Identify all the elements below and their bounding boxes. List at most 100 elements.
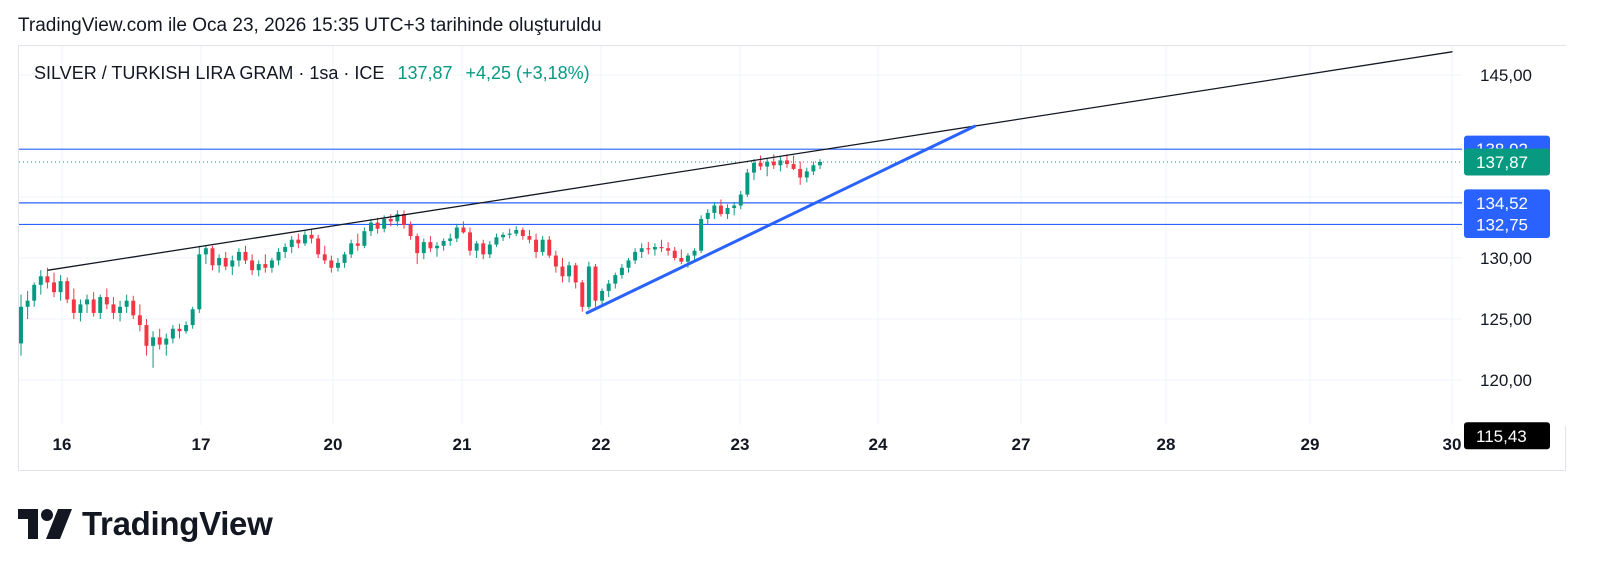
candle-body [203, 248, 208, 255]
candle-body [52, 282, 56, 293]
candle-body [329, 260, 334, 268]
candle-body [98, 297, 103, 313]
candle-body [507, 233, 512, 235]
candles [19, 154, 822, 368]
candle-body [45, 276, 50, 283]
candle-body [157, 337, 162, 345]
candle-body [705, 212, 710, 219]
candle-body [210, 248, 215, 266]
candle-body [236, 251, 241, 261]
tradingview-logo-icon [18, 509, 72, 539]
candle-body [672, 250, 677, 258]
candle-body [421, 242, 426, 254]
candle-body [382, 218, 387, 229]
candle-body [78, 304, 83, 313]
candle-body [296, 239, 301, 244]
candle-body [19, 306, 23, 344]
candle-body [342, 254, 347, 263]
candle-body [494, 237, 499, 245]
time-tick-label: 20 [324, 435, 343, 454]
candle-body [415, 236, 420, 254]
candle-body [758, 162, 763, 167]
candle-body [58, 281, 63, 293]
candle-body [586, 266, 591, 307]
candle-body [534, 239, 539, 252]
candle-body [91, 299, 96, 313]
candle-body [626, 260, 631, 268]
candle-body [276, 251, 281, 261]
candle-body [118, 306, 123, 313]
candle-body [65, 281, 70, 300]
price-tick-label: 130,00 [1480, 249, 1532, 268]
candle-body [302, 234, 307, 244]
candle-body [223, 258, 228, 267]
candle-body [520, 229, 525, 237]
candle-body [164, 338, 169, 345]
candle-body [481, 243, 486, 255]
candle-body [474, 243, 479, 251]
candle-body [25, 300, 30, 307]
candle-body [798, 168, 803, 178]
candle-body [111, 304, 116, 313]
time-tick-label: 29 [1301, 435, 1320, 454]
candle-body [745, 172, 750, 195]
candle-body [679, 258, 684, 262]
trendlines[interactable] [47, 51, 1453, 315]
candle-body [725, 207, 730, 215]
candle-body [501, 234, 506, 238]
candle-body [791, 164, 796, 169]
candle-body [606, 283, 611, 291]
candle-body [771, 161, 776, 166]
price-tag-label: 137,87 [1476, 153, 1528, 172]
candle-body [718, 205, 723, 215]
candle-body [818, 161, 822, 166]
price-tag [1464, 148, 1550, 176]
candle-body [540, 239, 545, 252]
candle-body [553, 255, 558, 267]
candle-body [461, 227, 466, 233]
candle-body [402, 214, 406, 226]
candle-body [309, 234, 314, 239]
time-tick-label: 28 [1157, 435, 1176, 454]
time-tick-label: 30 [1443, 435, 1462, 454]
candle-body [170, 328, 175, 339]
time-tick-label: 21 [453, 435, 472, 454]
price-tag [1464, 422, 1550, 450]
last-price-label: 137,87 [397, 63, 453, 83]
candle-body [38, 276, 43, 285]
candle-body [765, 161, 770, 167]
candle-body [104, 297, 109, 305]
candle-body [600, 290, 605, 301]
candle-body [514, 229, 519, 234]
price-change-label: +4,25 (+3,18%) [465, 63, 590, 83]
candle-body [811, 165, 816, 172]
candle-body [335, 262, 340, 268]
candle-body [804, 171, 809, 178]
time-tick-label: 24 [869, 435, 888, 454]
candle-body [613, 275, 618, 284]
trendline-support[interactable] [585, 124, 977, 315]
candle-body [646, 248, 651, 250]
candle-body [778, 160, 783, 166]
trendline-resistance[interactable] [47, 51, 1453, 271]
price-tick-label: 120,00 [1480, 371, 1532, 390]
candle-body [395, 214, 400, 222]
candle-body [487, 244, 492, 255]
price-tag-label: 115,43 [1476, 427, 1527, 446]
candle-body [527, 236, 532, 240]
candle-body [289, 239, 294, 248]
candle-body [388, 218, 393, 222]
candle-body [283, 247, 288, 252]
candle-body [375, 222, 380, 229]
time-tick-label: 23 [731, 435, 750, 454]
time-axis[interactable]: 16 17 20 21 22 23 24 27 28 29 30 [53, 435, 1462, 454]
symbol-label: SILVER / TURKISH LIRA GRAM · 1sa · ICE [34, 63, 385, 83]
candle-body [435, 245, 439, 249]
horizontal-lines[interactable] [19, 148, 1550, 226]
candle-body [633, 251, 638, 261]
tradingview-logo[interactable]: TradingView [18, 505, 273, 543]
candle-body [349, 243, 354, 255]
candle-body [732, 205, 737, 208]
